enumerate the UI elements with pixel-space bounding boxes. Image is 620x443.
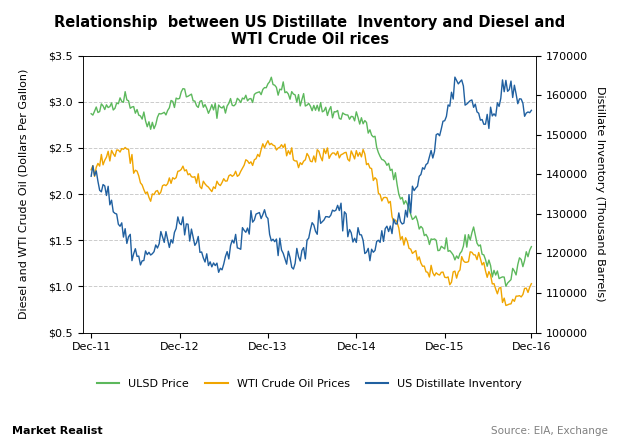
US Distillate Inventory	[445, 102, 452, 108]
US Distillate Inventory	[528, 108, 535, 113]
WTI Crude Oil Prices	[528, 281, 535, 286]
WTI Crude Oil Prices	[511, 299, 518, 304]
Y-axis label: Distillate Inventory (Thousand Barrels): Distillate Inventory (Thousand Barrels)	[595, 86, 605, 302]
US Distillate Inventory	[215, 270, 223, 275]
Text: Source: EIA, Exchange: Source: EIA, Exchange	[490, 426, 608, 436]
Y-axis label: Diesel and WTI Crude Oil (Dollars Per Gallon): Diesel and WTI Crude Oil (Dollars Per Ga…	[18, 69, 28, 319]
US Distillate Inventory	[150, 249, 157, 254]
WTI Crude Oil Prices	[87, 167, 95, 172]
ULSD Price	[268, 74, 275, 80]
US Distillate Inventory	[140, 258, 148, 263]
Line: WTI Crude Oil Prices: WTI Crude Oil Prices	[91, 141, 531, 306]
ULSD Price	[511, 268, 518, 274]
ULSD Price	[445, 249, 452, 254]
Line: ULSD Price: ULSD Price	[91, 77, 531, 286]
WTI Crude Oil Prices	[445, 274, 452, 280]
ULSD Price	[275, 93, 282, 98]
ULSD Price	[87, 111, 95, 117]
WTI Crude Oil Prices	[140, 187, 148, 192]
US Distillate Inventory	[511, 82, 518, 88]
ULSD Price	[140, 109, 148, 115]
WTI Crude Oil Prices	[502, 303, 510, 308]
Line: US Distillate Inventory: US Distillate Inventory	[91, 77, 531, 272]
Title: Relationship  between US Distillate  Inventory and Diesel and
WTI Crude Oil rice: Relationship between US Distillate Inven…	[54, 15, 565, 47]
WTI Crude Oil Prices	[264, 138, 272, 144]
US Distillate Inventory	[451, 74, 459, 80]
ULSD Price	[528, 244, 535, 249]
Text: Market Realist: Market Realist	[12, 426, 103, 436]
ULSD Price	[273, 85, 280, 90]
WTI Crude Oil Prices	[150, 192, 157, 197]
WTI Crude Oil Prices	[273, 148, 280, 153]
US Distillate Inventory	[87, 174, 95, 179]
US Distillate Inventory	[273, 237, 280, 242]
Legend: ULSD Price, WTI Crude Oil Prices, US Distillate Inventory: ULSD Price, WTI Crude Oil Prices, US Dis…	[92, 374, 526, 393]
WTI Crude Oil Prices	[275, 145, 282, 151]
ULSD Price	[150, 126, 157, 131]
US Distillate Inventory	[275, 253, 282, 258]
ULSD Price	[502, 284, 510, 289]
